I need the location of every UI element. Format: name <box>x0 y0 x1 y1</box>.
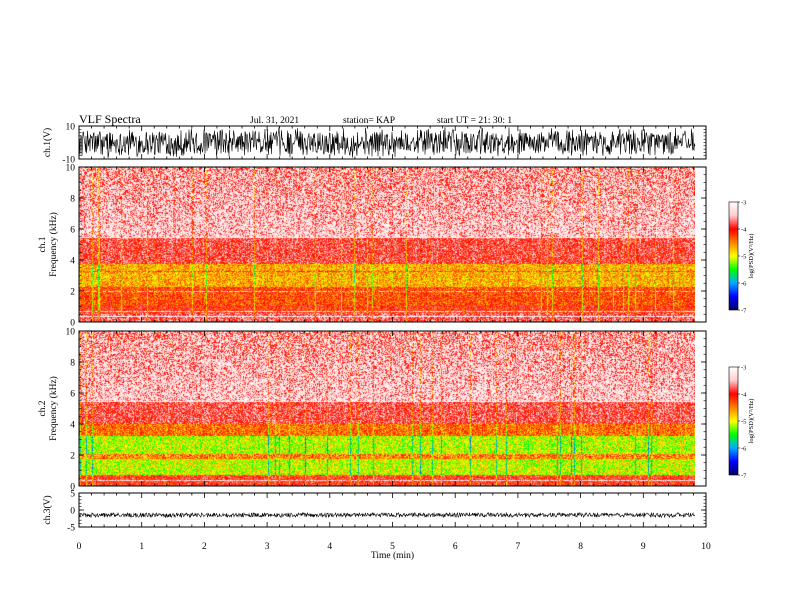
cb2-tick-label: -4 <box>741 392 747 399</box>
xtick-label: 7 <box>516 542 521 552</box>
p-ch2spec-ytick-label: 0 <box>70 483 75 493</box>
cb1-label: log(PSD)(V²/Hz) <box>748 234 755 279</box>
cb1-tick-label: -5 <box>741 254 746 261</box>
p-ch1spec-ytick-label: 6 <box>70 226 75 236</box>
xtick-label: 3 <box>265 542 270 552</box>
ch1-waveform-panel: 10 -10 ch.1(V) <box>42 123 707 166</box>
cb1-tick-label: -7 <box>741 308 747 315</box>
header-date: Jul. 31, 2021 <box>250 116 299 126</box>
p-ch3wave-trace <box>78 511 696 519</box>
p-ch1spec-raster <box>79 167 695 322</box>
time-axis: 0 1 2 3 4 5 6 7 8 9 10 Time (min) <box>77 542 711 561</box>
xtick-label: 2 <box>202 542 207 552</box>
cb2-label: log(PSD)(V²/Hz) <box>748 399 755 444</box>
cb2-tick-label: -5 <box>741 419 746 426</box>
ch3-waveform-ylabel: ch.3(V) <box>42 495 53 524</box>
figure-title: VLF Spectra <box>79 112 141 126</box>
p-ch2spec-ytick-label: 6 <box>70 390 75 400</box>
xtick-label: 10 <box>701 542 711 552</box>
ch1-waveform-ylabel: ch.1(V) <box>42 128 53 157</box>
ch3-waveform-panel: 5 0 -5 ch.3(V) <box>42 490 707 534</box>
xaxis-label: Time (min) <box>371 550 414 561</box>
xtick-label: 6 <box>453 542 458 552</box>
ch1-colorbar: -3 -4 -5 -6 -7 log(PSD)(V²/Hz) <box>728 200 755 315</box>
p-ch3wave-ytick-label: -5 <box>67 524 75 534</box>
p-ch2spec-ytick-label: 10 <box>66 328 76 338</box>
header-start-ut: start UT = 21: 30: 1 <box>437 116 512 126</box>
p-ch3wave-frame <box>78 492 707 528</box>
xtick-label: 0 <box>77 542 82 552</box>
p-ch2spec-raster <box>79 331 695 486</box>
p-ch1spec-ytick-label: 0 <box>70 319 75 329</box>
cb2-tick-label: -6 <box>741 446 747 453</box>
ch2-spectrogram-panel: 0 2 4 6 8 10 ch.2Frequency (kHz) <box>38 328 707 493</box>
p-ch1spec-ytick-label: 10 <box>66 164 76 174</box>
xtick-label: 9 <box>641 542 646 552</box>
p-ch2spec-ytick-label: 8 <box>70 359 75 369</box>
p-ch3wave-ytick-label: 5 <box>70 490 75 500</box>
cb2-tick-label: -3 <box>741 365 746 372</box>
xtick-label: 1 <box>139 542 144 552</box>
p-ch2spec-ytick-label: 2 <box>70 452 75 462</box>
cb1-tick-label: -4 <box>741 227 747 234</box>
p-ch3wave-ytick-label: 0 <box>70 507 75 517</box>
ch2-colorbar: -3 -4 -5 -6 -7 log(PSD)(V²/Hz) <box>728 365 755 480</box>
p-ch1wave-trace <box>78 126 696 159</box>
p-ch1wave-ytick-label: 10 <box>66 123 76 133</box>
xtick-label: 4 <box>327 542 332 552</box>
xtick-label: 5 <box>390 542 395 552</box>
cb2-tick-label: -7 <box>741 473 747 480</box>
cb1-tick-label: -3 <box>741 200 746 207</box>
cb1-bar <box>728 201 739 311</box>
p-ch1spec-ytick-label: 2 <box>70 288 75 298</box>
ch1-spectrogram-ylabel: ch.1Frequency (kHz) <box>38 212 59 277</box>
ch2-spectrogram-ylabel: ch.2Frequency (kHz) <box>38 376 59 441</box>
xtick-label: 8 <box>578 542 583 552</box>
header-station: station= KAP <box>343 116 395 126</box>
p-ch1wave-ytick-label: -10 <box>62 156 75 166</box>
cb2-bar <box>728 366 739 476</box>
cb1-tick-label: -6 <box>741 281 747 288</box>
p-ch1spec-ytick-label: 4 <box>70 257 75 267</box>
p-ch2spec-ytick-label: 4 <box>70 421 75 431</box>
ch1-spectrogram-panel: 0 2 4 6 8 10 ch.1Frequency (kHz) <box>38 164 707 329</box>
p-ch1spec-ytick-label: 8 <box>70 195 75 205</box>
